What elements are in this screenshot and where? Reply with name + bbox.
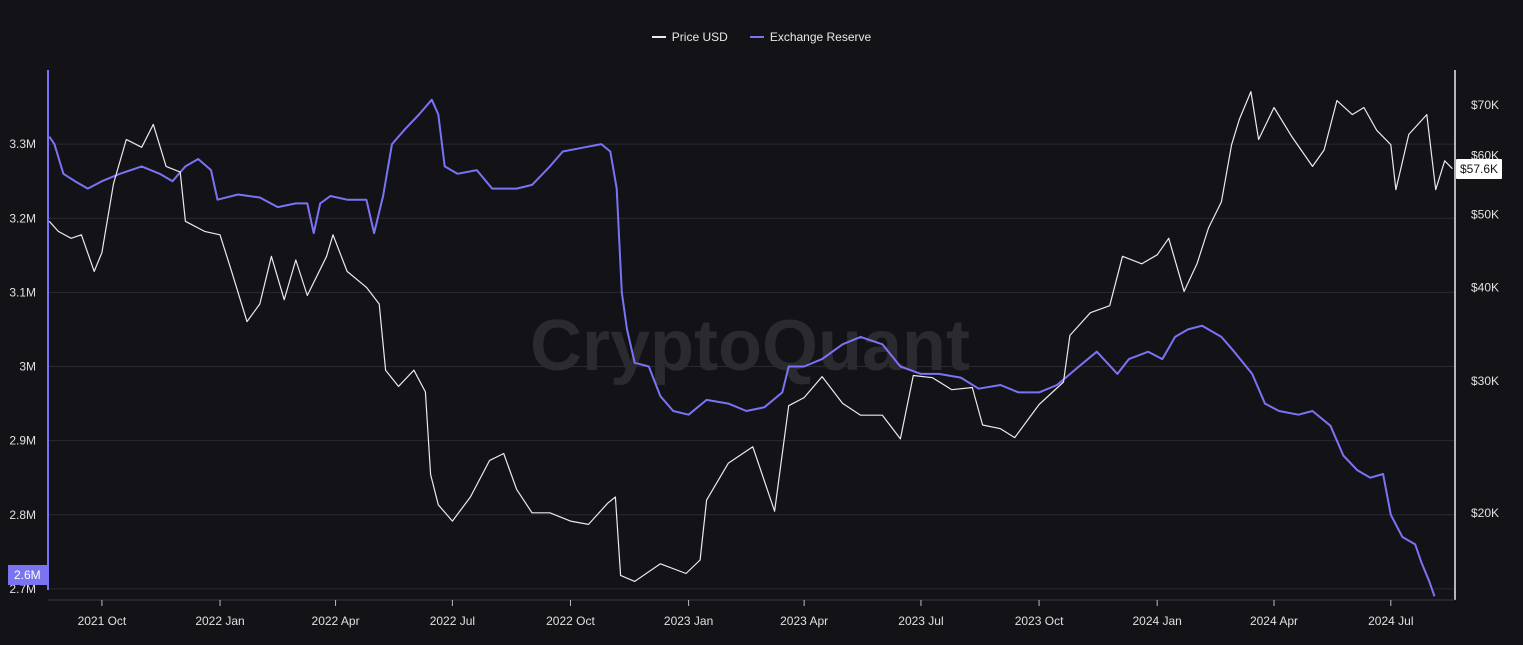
- right-tick-label: $20K: [1471, 506, 1499, 520]
- left-tick-label: 2.8M: [9, 508, 36, 522]
- x-tick-label: 2024 Jan: [1132, 614, 1181, 628]
- x-tick-label: 2023 Apr: [780, 614, 828, 628]
- legend-label-reserve: Exchange Reserve: [769, 30, 872, 44]
- x-tick-label: 2022 Jul: [430, 614, 475, 628]
- left-tick-label: 3.3M: [9, 137, 36, 151]
- legend-label-price: Price USD: [671, 30, 728, 44]
- watermark: CryptoQuant: [530, 306, 970, 386]
- right-tick-label: $60K: [1471, 148, 1499, 162]
- left-tick-label: 2.7M: [9, 582, 36, 596]
- left-tick-label: 3.2M: [9, 211, 36, 225]
- price-current-badge: $57.6K: [1456, 159, 1503, 179]
- right-tick-label: $30K: [1471, 374, 1499, 388]
- x-tick-label: 2024 Jul: [1368, 614, 1413, 628]
- x-tick-label: 2022 Apr: [312, 614, 360, 628]
- legend-swatch-reserve: [749, 36, 764, 38]
- left-tick-label: 3M: [19, 360, 36, 374]
- x-tick-label: 2023 Jan: [664, 614, 713, 628]
- x-tick-label: 2023 Jul: [898, 614, 943, 628]
- legend: Price USD Exchange Reserve: [0, 30, 1523, 44]
- x-axis-ticks: 2021 Oct 2022 Jan 2022 Apr 2022 Jul 2022 Oct…: [78, 600, 1413, 628]
- x-tick-label: 2023 Oct: [1015, 614, 1064, 628]
- series-line-exchange-reserve: [48, 98, 1436, 597]
- left-tick-label: 3.1M: [9, 285, 36, 299]
- x-tick-label: 2024 Apr: [1250, 614, 1298, 628]
- legend-item-price[interactable]: Price USD: [651, 30, 728, 44]
- x-tick-label: 2021 Oct: [78, 614, 127, 628]
- reserve-axis-badge: 2.6M: [8, 565, 47, 585]
- x-tick-label: 2022 Oct: [546, 614, 595, 628]
- series-lines: [48, 91, 1453, 597]
- legend-item-reserve[interactable]: Exchange Reserve: [749, 30, 872, 44]
- series-line-price-usd: [48, 91, 1453, 582]
- legend-swatch-price: [651, 36, 666, 38]
- left-axis-ticks: 3.3M 3.2M 3.1M 3M 2.9M 2.8M 2.7M: [9, 137, 36, 596]
- left-tick-label: 2.9M: [9, 434, 36, 448]
- right-axis-ticks: $70K $60K $50K $40K $30K $20K: [1471, 98, 1499, 520]
- right-tick-label: $50K: [1471, 208, 1499, 222]
- x-tick-label: 2022 Jan: [195, 614, 244, 628]
- right-tick-label: $40K: [1471, 280, 1499, 294]
- right-tick-label: $70K: [1471, 98, 1499, 112]
